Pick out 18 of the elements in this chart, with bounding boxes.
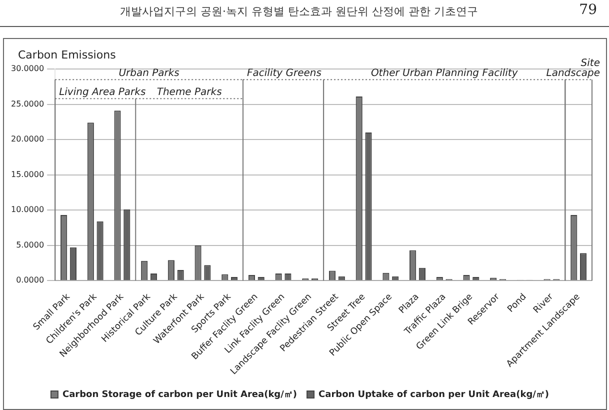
- y-tick-label: 30.0000: [10, 64, 44, 74]
- annotation: Theme Parks: [156, 87, 222, 98]
- y-tick-label: 15.0000: [10, 170, 44, 179]
- legend-label: Carbon Uptake of carbon per Unit Area(kg/㎡): [318, 390, 550, 400]
- y-tick-label: 20.0000: [10, 134, 44, 144]
- y-tick-label: 25.0000: [10, 99, 44, 108]
- y-tick-label: 0.0000: [16, 276, 44, 285]
- text: 79: [579, 2, 597, 18]
- y-axis-title: Carbon Emissions: [18, 48, 116, 62]
- chart-title: 개발사업지구의 공원·녹지 유형별 탄소효과 원단위 산정에 관한 기초연구: [120, 4, 478, 19]
- annotation: Other Urban Planning Facility: [370, 68, 519, 80]
- y-tick-label: 10.0000: [10, 205, 44, 214]
- annotation: Facility Greens: [247, 68, 322, 80]
- annotation: Living Area Parks: [59, 87, 146, 98]
- annotation: Site Landscape: [546, 58, 600, 80]
- annotation: Urban Parks: [118, 68, 180, 80]
- legend-label: Carbon Storage of carbon per Unit Area(kg/㎡): [62, 390, 298, 400]
- y-tick-label: 5.0000: [16, 240, 44, 250]
